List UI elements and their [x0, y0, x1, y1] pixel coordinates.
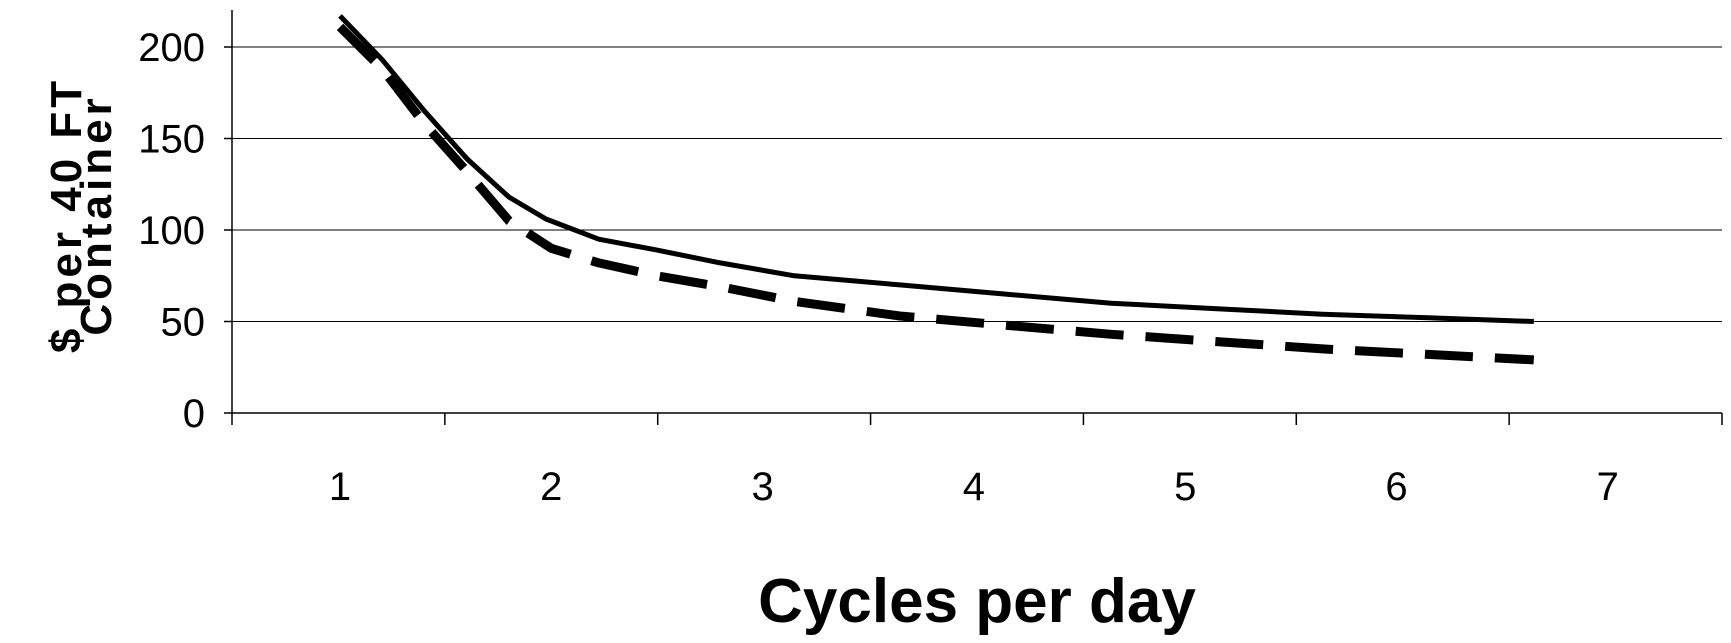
y-tick-label: 50	[161, 301, 206, 345]
x-ticks: 1 2 3 4 5 6 7	[231, 413, 1723, 509]
y-tick-label: 150	[138, 118, 205, 162]
series-line-solid	[338, 14, 1534, 324]
x-tick-label: 3	[751, 465, 773, 509]
series-lines	[336, 14, 1535, 365]
y-axis-title-line-2: Container	[72, 94, 121, 335]
y-axis-title: $ per 40 FT Container	[42, 77, 121, 353]
y-tick-label: 100	[138, 209, 205, 253]
x-axis-title: Cycles per day	[758, 567, 1196, 636]
series-line-dashed	[336, 23, 1535, 365]
y-axis-title-line-1: $ per 40 FT	[42, 77, 91, 353]
x-tick-label: 6	[1385, 465, 1407, 509]
y-tick-label: 200	[138, 26, 205, 70]
y-ticks: 0 50 100 150 200	[138, 26, 232, 436]
gridlines	[232, 46, 1722, 322]
x-tick-label: 2	[540, 465, 562, 509]
axes	[231, 10, 1722, 414]
x-tick-label: 5	[1174, 465, 1196, 509]
y-tick-label: 0	[183, 392, 205, 436]
x-tick-label: 7	[1597, 465, 1619, 509]
x-tick-label: 4	[963, 465, 985, 509]
x-tick-label: 1	[329, 465, 351, 509]
